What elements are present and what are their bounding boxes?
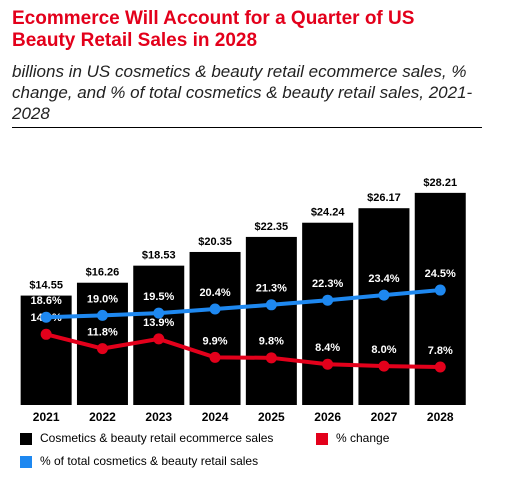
line	[45, 332, 441, 370]
line-point	[40, 328, 52, 340]
line-value-label: 19.0%	[87, 293, 118, 305]
line-value-label: 9.8%	[259, 336, 284, 348]
line-point	[96, 309, 108, 321]
bar-value-label: $18.53	[142, 250, 176, 262]
x-tick-label: 2027	[371, 410, 398, 424]
bar	[358, 208, 410, 405]
x-tick-label: 2023	[145, 410, 172, 424]
line-point	[434, 284, 446, 296]
bar-value-label: $20.35	[198, 236, 232, 248]
bar-value-label: $22.35	[255, 221, 289, 233]
bar-value-label: $26.17	[367, 192, 401, 204]
line-value-label: 19.5%	[143, 291, 174, 303]
line-point	[153, 333, 165, 345]
bar-value-label: $16.26	[86, 267, 120, 279]
line-value-label: 8.4%	[315, 342, 340, 354]
line-value-label: 21.3%	[256, 283, 287, 295]
line-point	[322, 358, 334, 370]
line-point	[153, 307, 165, 319]
chart-title: Ecommerce Will Account for a Quarter of …	[12, 8, 415, 51]
bar	[414, 192, 466, 405]
line-value-label: 13.9%	[143, 317, 174, 329]
line-value-label: 11.8%	[87, 327, 118, 339]
chart-subtitle: billions in US cosmetics & beauty retail…	[12, 62, 473, 123]
line-point	[209, 351, 221, 363]
legend-swatch	[20, 456, 32, 468]
x-tick-label: 2021	[33, 410, 60, 424]
legend-label: Cosmetics & beauty retail ecommerce sale…	[40, 431, 273, 445]
line-point	[378, 360, 390, 372]
bar-value-label: $14.55	[29, 279, 63, 291]
x-tick-label: 2028	[427, 410, 454, 424]
line-point	[434, 361, 446, 373]
line-point	[378, 289, 390, 301]
line-point	[265, 299, 277, 311]
line-value-label: 23.4%	[368, 273, 399, 285]
line-point	[209, 303, 221, 315]
legend-label: % of total cosmetics & beauty retail sal…	[40, 454, 258, 468]
x-tick-label: 2022	[89, 410, 116, 424]
line-value-label: 18.6%	[31, 295, 62, 307]
line-value-label: 24.5%	[425, 268, 456, 280]
bar	[302, 222, 354, 405]
line	[46, 288, 441, 320]
bar-value-label: $24.24	[311, 207, 346, 219]
line-point	[265, 352, 277, 364]
line-point	[96, 343, 108, 355]
line-value-label: 8.0%	[371, 344, 396, 356]
bar-value-label: $28.21	[423, 177, 457, 189]
legend-swatch	[316, 433, 328, 445]
legend-label: % change	[336, 431, 390, 445]
line-value-label: 22.3%	[312, 278, 343, 290]
line-value-label: 9.9%	[203, 335, 228, 347]
x-tick-label: 2026	[314, 410, 341, 424]
line-value-label: 20.4%	[199, 287, 230, 299]
line-point	[322, 294, 334, 306]
bar	[245, 236, 297, 405]
x-tick-label: 2025	[258, 410, 285, 424]
x-tick-label: 2024	[202, 410, 229, 424]
divider	[12, 127, 482, 128]
legend-swatch	[20, 433, 32, 445]
line-point	[40, 311, 52, 323]
line-value-label: 7.8%	[428, 345, 453, 357]
bar	[189, 251, 241, 405]
